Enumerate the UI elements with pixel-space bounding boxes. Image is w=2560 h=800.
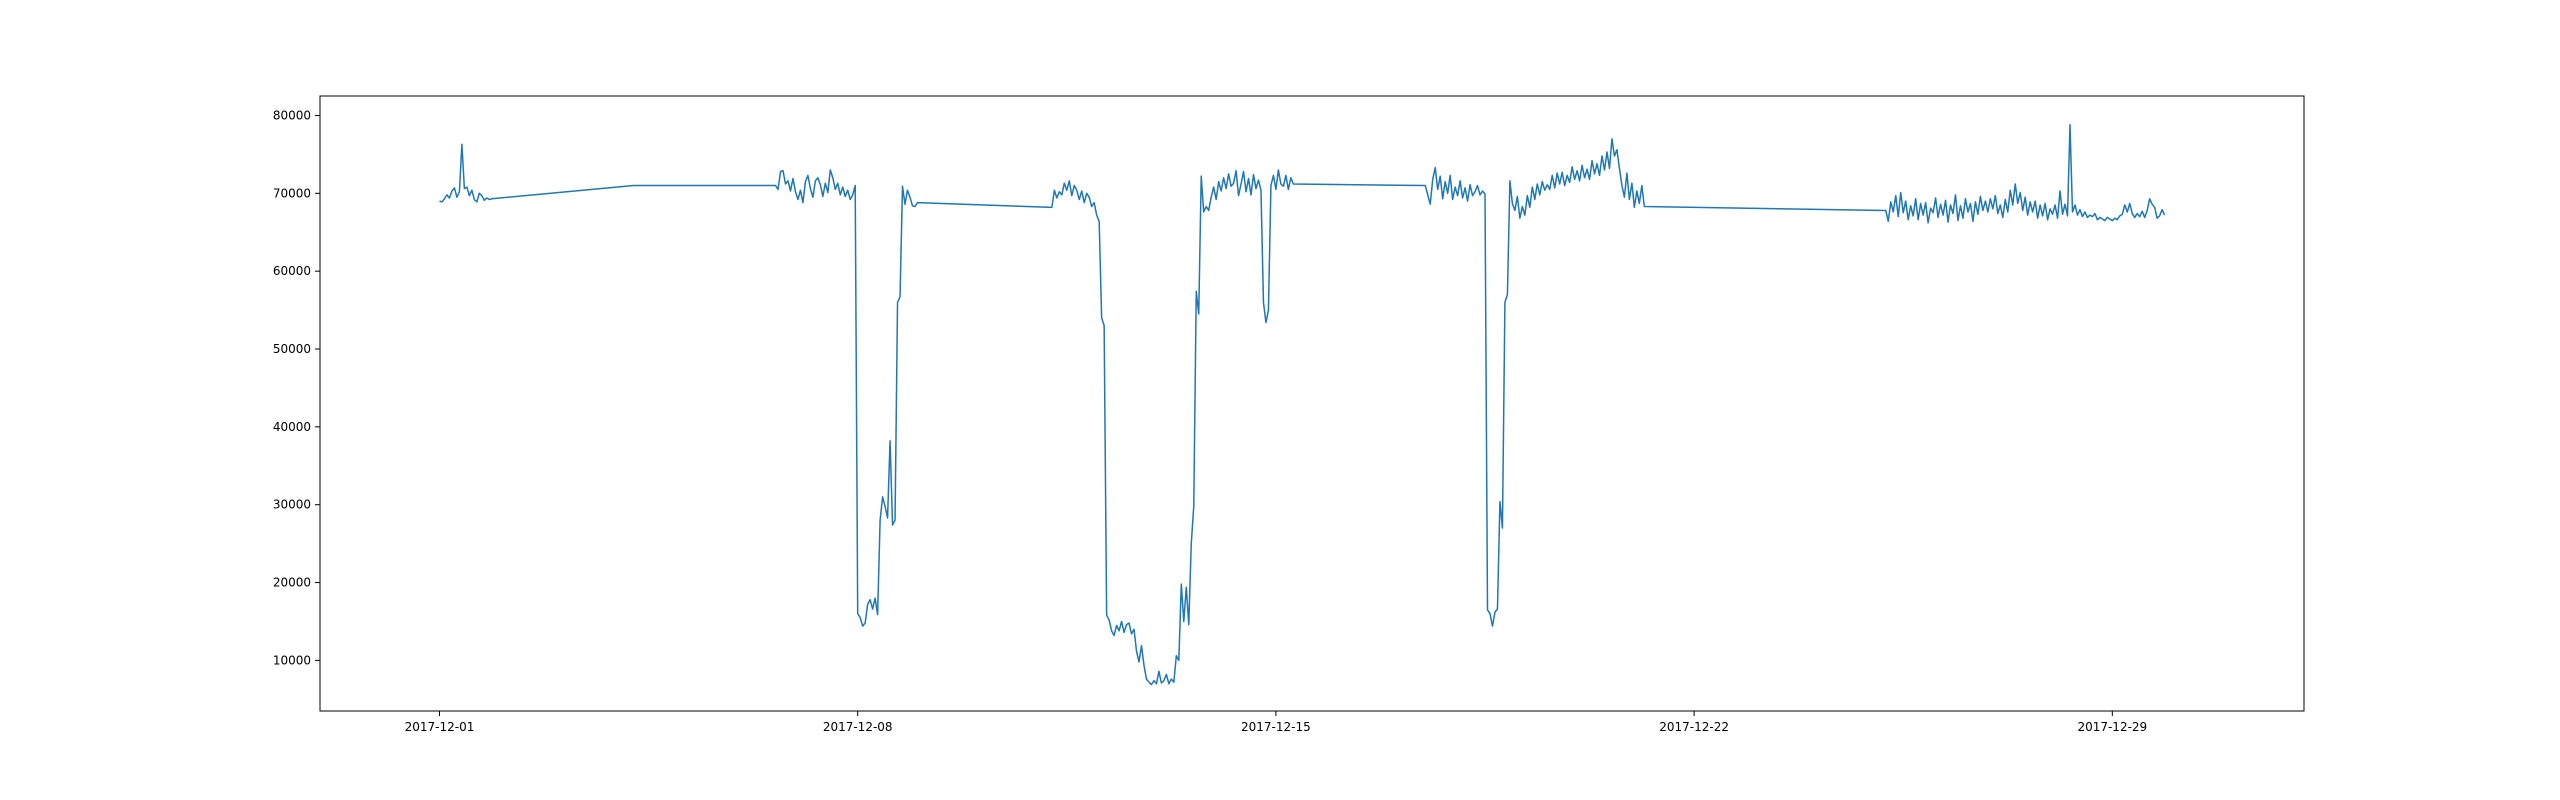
x-tick-label-2017-12-29: 2017-12-29 [2077,720,2147,734]
y-tick-label-70000: 70000 [273,186,311,200]
plot-area [319,95,2305,712]
x-tick-label-2017-12-15: 2017-12-15 [1241,720,1311,734]
y-tick-label-10000: 10000 [273,653,311,667]
y-tick-label-60000: 60000 [273,264,311,278]
x-tick-label-2017-12-08: 2017-12-08 [823,720,893,734]
x-tick-label-2017-12-22: 2017-12-22 [1659,720,1729,734]
x-tick-label-2017-12-01: 2017-12-01 [405,720,475,734]
y-tick-label-80000: 80000 [273,108,311,122]
y-tick-label-30000: 30000 [273,498,311,512]
x-axis: 2017-12-01 2017-12-08 2017-12-15 2017-12-22… [405,711,2147,734]
axes-frame [319,95,2305,712]
y-tick-label-40000: 40000 [273,420,311,434]
y-axis: 10000 20000 30000 40000 50000 60000 70000 80000 [273,108,320,667]
y-tick-label-50000: 50000 [273,342,311,356]
y-tick-label-20000: 20000 [273,576,311,590]
series-line-1 [439,124,2166,686]
